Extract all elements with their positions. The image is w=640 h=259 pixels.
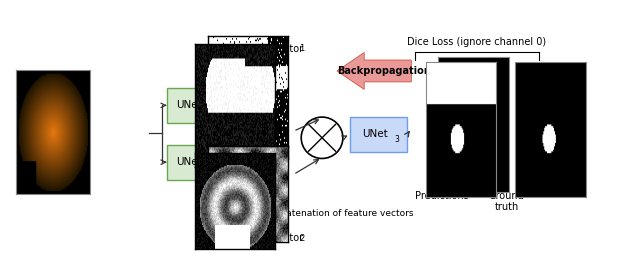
Text: Input: Input [81, 120, 92, 146]
Text: Backpropagation: Backpropagation [337, 66, 431, 76]
Text: Feature Vector: Feature Vector [232, 233, 303, 242]
Text: 2: 2 [207, 163, 212, 172]
Text: 1: 1 [300, 44, 305, 53]
FancyBboxPatch shape [167, 145, 219, 180]
Text: UNet: UNet [176, 157, 202, 167]
Text: Feature Vector: Feature Vector [232, 44, 303, 54]
Text: 3: 3 [395, 135, 400, 144]
Text: ⊗ = Concatenation of feature vectors: ⊗ = Concatenation of feature vectors [243, 209, 413, 218]
Text: 1: 1 [207, 106, 212, 115]
FancyBboxPatch shape [167, 88, 219, 123]
Text: 2: 2 [300, 234, 305, 242]
FancyArrow shape [337, 53, 412, 89]
Text: Dice Loss (ignore channel 0): Dice Loss (ignore channel 0) [407, 37, 547, 47]
Text: Predictions: Predictions [415, 191, 469, 201]
Text: UNet: UNet [362, 129, 388, 139]
Text: UNet: UNet [176, 100, 202, 110]
FancyBboxPatch shape [350, 117, 408, 152]
Text: Ground
truth: Ground truth [489, 191, 524, 212]
